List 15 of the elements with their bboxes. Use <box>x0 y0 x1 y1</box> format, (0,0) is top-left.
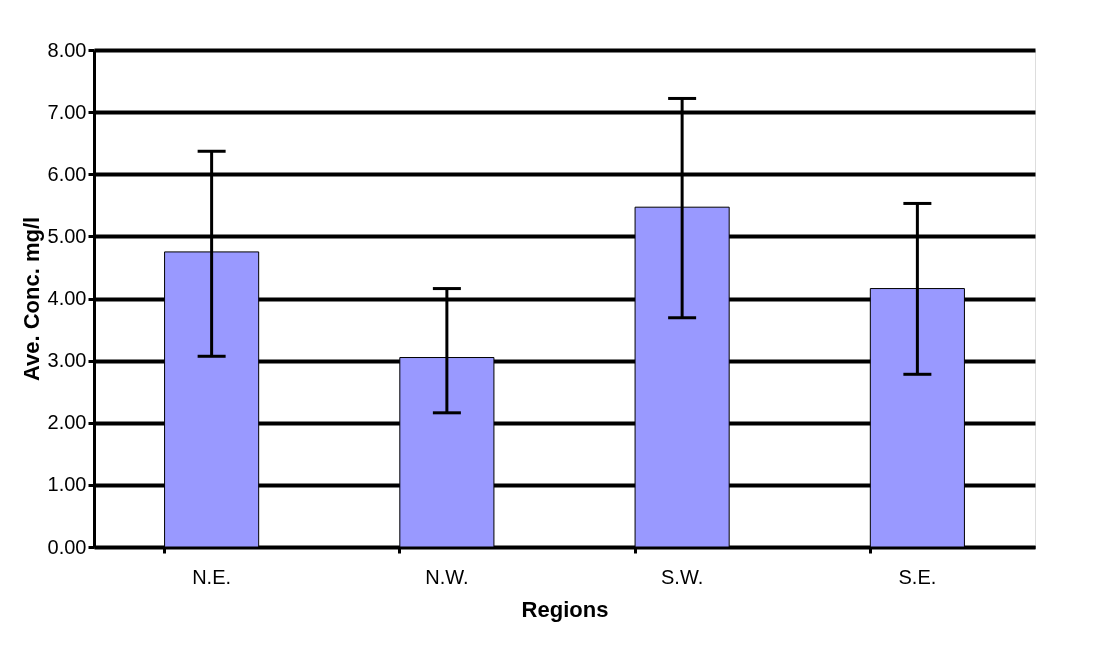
y-tick-label: 5.00 <box>47 224 87 247</box>
x-tick-label: S.W. <box>661 565 704 588</box>
x-axis-title: Regions <box>521 596 609 622</box>
y-tick-label: 2.00 <box>47 411 87 434</box>
y-tick-label: 1.00 <box>47 473 87 496</box>
x-tick-label: N.E. <box>192 565 232 588</box>
y-axis-title: Ave. Conc. mg/l <box>18 216 44 382</box>
x-tick-label: S.E. <box>898 565 937 588</box>
y-tick-label: 3.00 <box>47 349 87 372</box>
y-tick-label: 7.00 <box>47 100 87 123</box>
x-tick-label: N.W. <box>425 565 469 588</box>
y-tick-label: 4.00 <box>47 287 87 309</box>
y-tick-label: 8.00 <box>47 38 87 61</box>
y-tick-label: 6.00 <box>47 162 87 185</box>
y-tick-label: 0.00 <box>47 535 87 558</box>
